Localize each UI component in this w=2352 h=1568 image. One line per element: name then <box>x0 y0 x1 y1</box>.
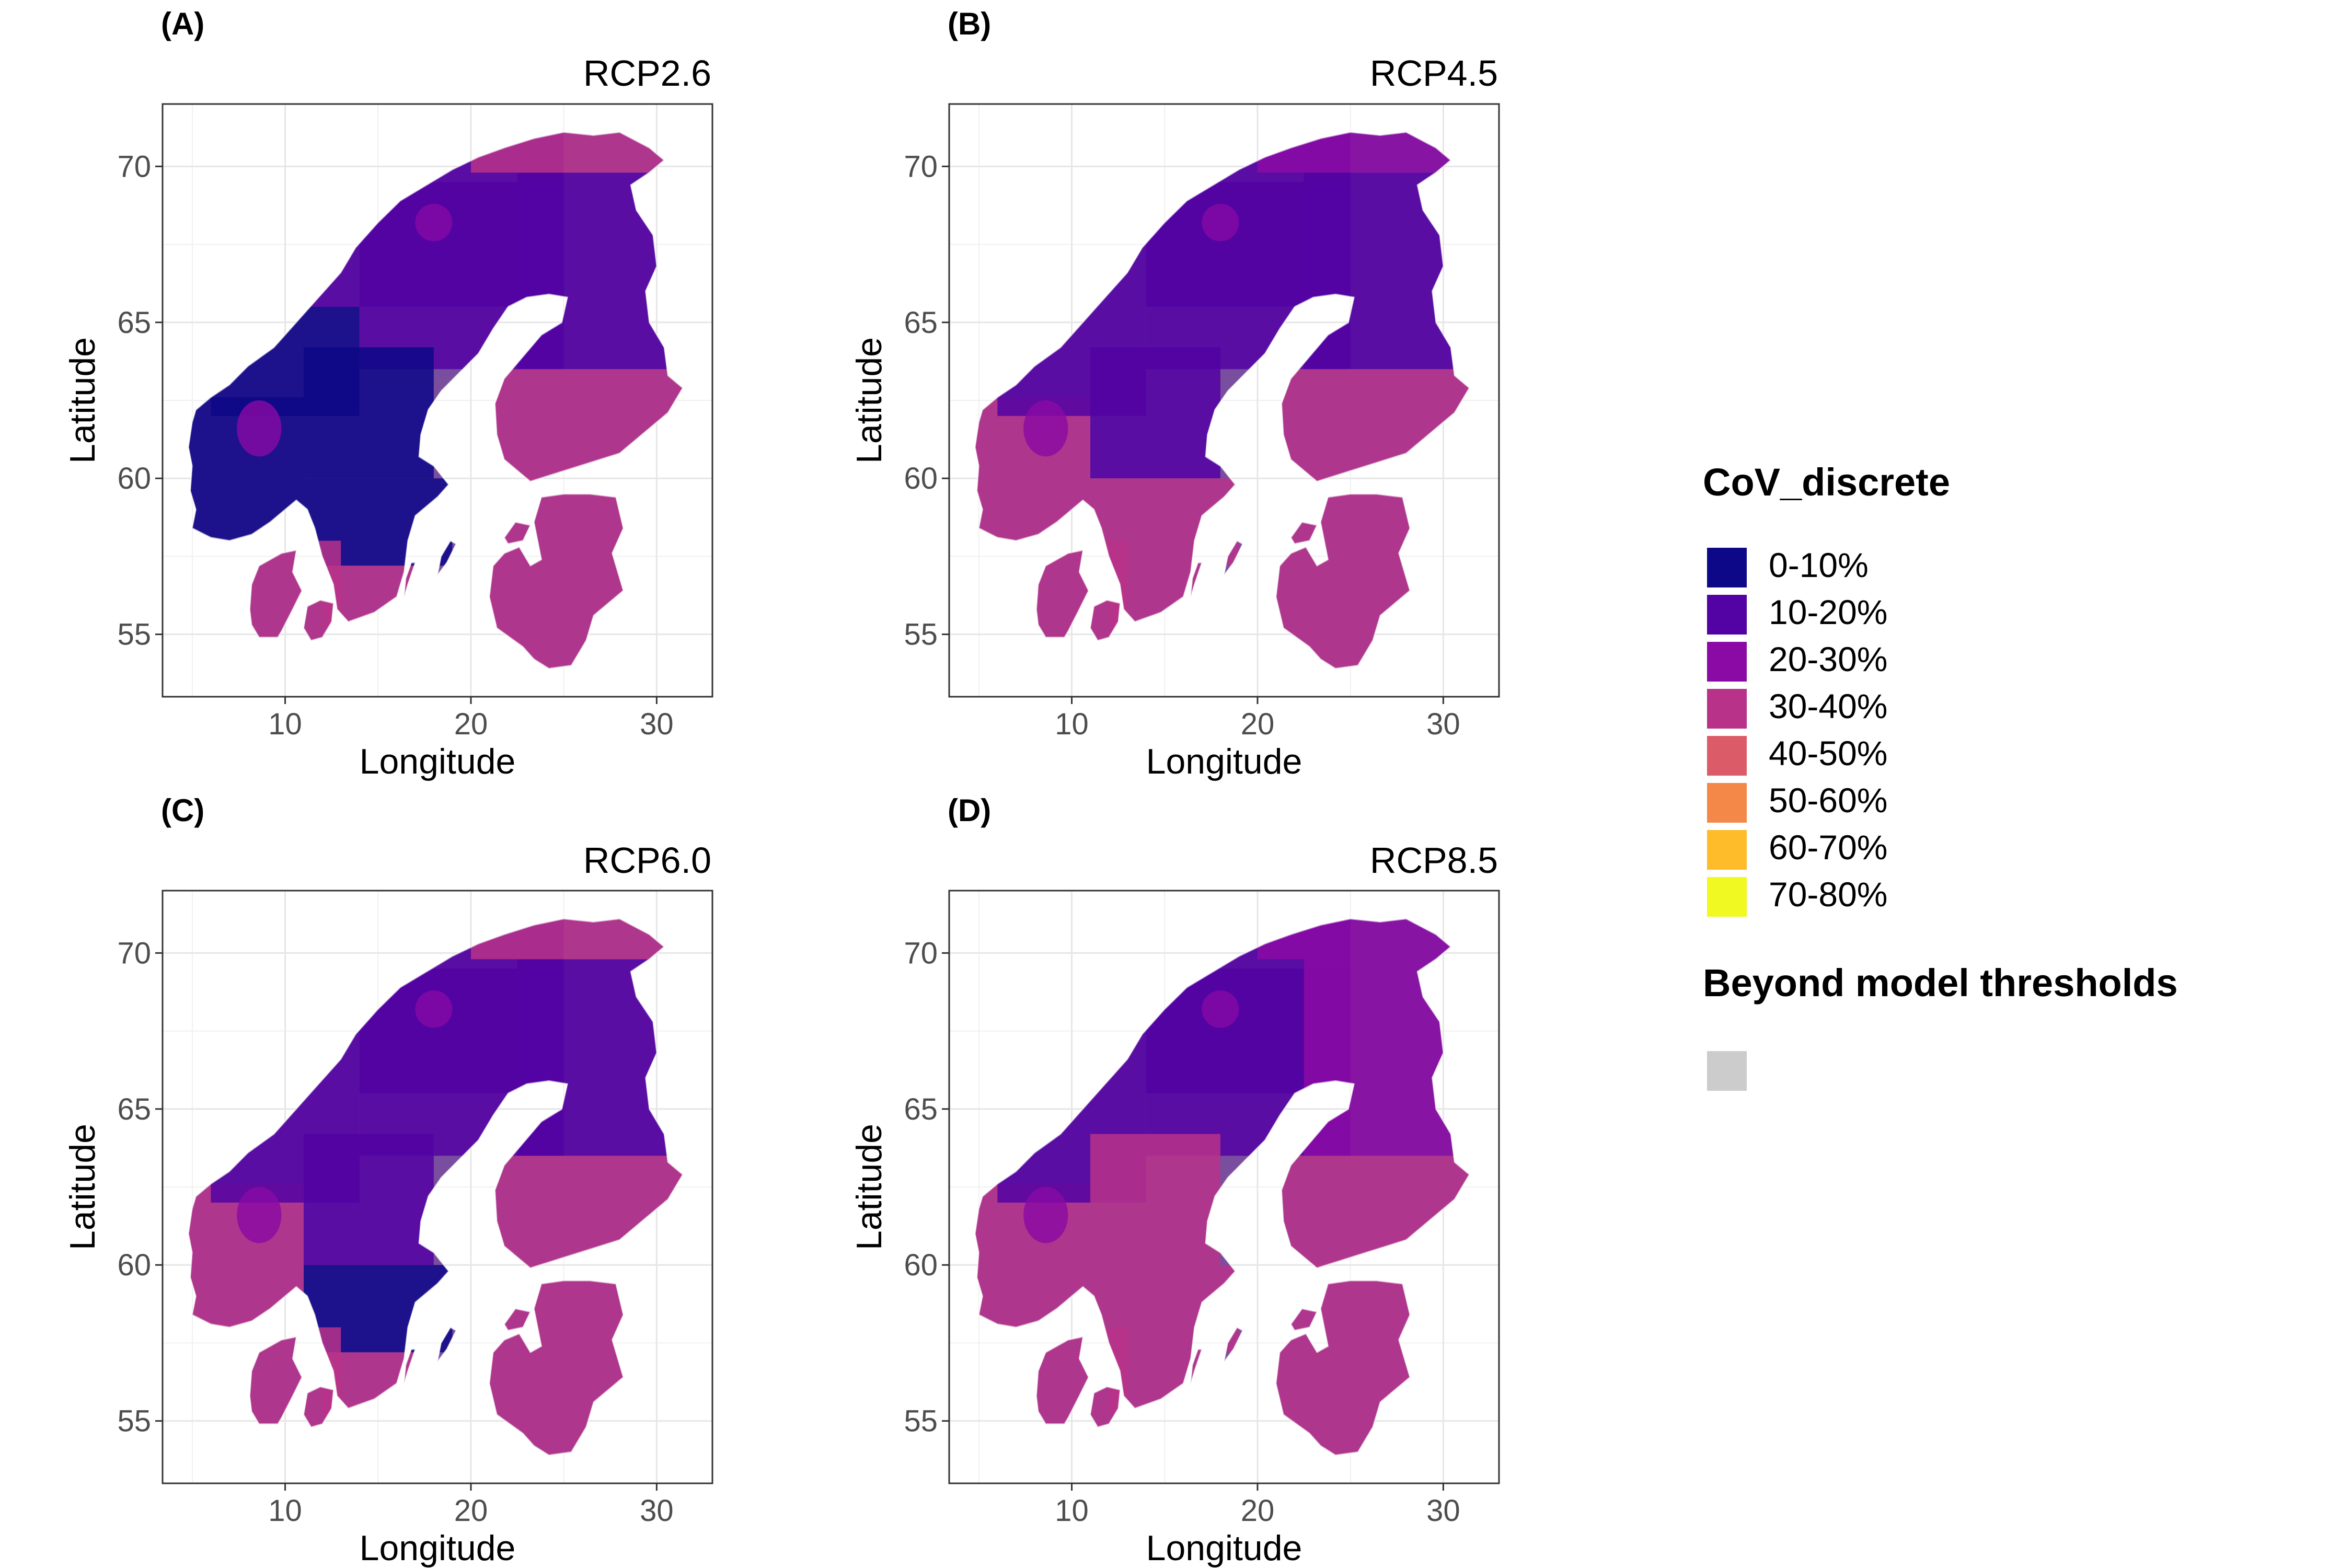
x-tick-label: 10 <box>1055 1494 1089 1528</box>
y-tick-label: 65 <box>904 1092 938 1126</box>
panel-title: RCP8.5 <box>1370 840 1498 881</box>
map-panel-3: (C) RCP6.0 10 20 30 55 60 65 70 Longitude Latitude <box>63 793 713 1568</box>
mountain-patch <box>237 1187 282 1243</box>
legend-key-20-30pct <box>1707 642 1747 682</box>
x-tick-label: 10 <box>268 707 302 741</box>
y-tick-label: 70 <box>117 936 151 970</box>
y-axis-label: Latitude <box>63 337 102 464</box>
y-tick-label: 70 <box>117 149 151 183</box>
x-tick-label: 30 <box>640 707 674 741</box>
x-tick-label: 20 <box>1241 707 1275 741</box>
legend-label: 20-30% <box>1769 640 1888 678</box>
y-tick-label: 55 <box>117 1404 151 1438</box>
legend: CoV_discrete 0-10% 10-20% 20-30% 30-40% 40-5… <box>1703 460 2178 1091</box>
panel-frame <box>162 103 713 698</box>
map-panel-2: (B) RCP4.5 10 20 30 55 60 65 70 Longitude Latitude <box>849 6 1500 781</box>
y-tick-label: 65 <box>117 1092 151 1126</box>
x-axis-label: Longitude <box>1146 742 1302 781</box>
legend-key-70-80pct <box>1707 877 1747 917</box>
panel-tag: (C) <box>161 793 204 828</box>
x-tick-label: 30 <box>640 1494 674 1528</box>
mountain-patch <box>1023 400 1068 457</box>
region-sweden-central <box>1090 347 1220 479</box>
y-tick-label: 60 <box>904 1248 938 1282</box>
x-tick-label: 30 <box>1426 1494 1460 1528</box>
legend-key-40-50pct <box>1707 736 1747 776</box>
y-tick-label: 55 <box>117 618 151 652</box>
y-tick-label: 55 <box>904 1404 938 1438</box>
region-sweden-central <box>304 347 434 479</box>
legend-key-30-40pct <box>1707 689 1747 729</box>
panel-title: RCP2.6 <box>583 53 711 94</box>
region-sweden-central <box>304 1134 434 1265</box>
mountain-patch <box>415 990 453 1028</box>
y-tick-label: 60 <box>904 462 938 495</box>
y-axis-label: Latitude <box>63 1124 102 1250</box>
panel-frame <box>948 890 1500 1484</box>
x-tick-label: 20 <box>454 707 488 741</box>
legend-key-50-60pct <box>1707 783 1747 823</box>
y-axis-label: Latitude <box>849 337 889 464</box>
panel-tag: (B) <box>948 6 991 41</box>
region-sweden-central <box>1090 1134 1220 1265</box>
map-panel-4: (D) RCP8.5 10 20 30 55 60 65 70 Longitude Latitude <box>849 793 1500 1568</box>
legend-na-title: Beyond model thresholds <box>1703 961 2178 1005</box>
legend-label: 50-60% <box>1769 781 1888 820</box>
legend-label: 40-50% <box>1769 734 1888 773</box>
y-tick-label: 60 <box>117 462 151 495</box>
panel-tag: (A) <box>161 6 204 41</box>
mountain-patch <box>415 203 453 241</box>
x-axis-label: Longitude <box>1146 1528 1302 1568</box>
x-tick-label: 20 <box>1241 1494 1275 1528</box>
mountain-patch <box>1202 203 1239 241</box>
x-tick-label: 10 <box>1055 707 1089 741</box>
panel-frame <box>948 103 1500 698</box>
legend-label: 60-70% <box>1769 828 1888 867</box>
mountain-patch <box>1023 1187 1068 1243</box>
x-tick-label: 10 <box>268 1494 302 1528</box>
x-tick-label: 20 <box>454 1494 488 1528</box>
panel-frame <box>162 890 713 1484</box>
mountain-patch <box>237 400 282 457</box>
map-panel-1: (A) RCP2.6 10 20 30 55 60 65 70 Longitude Latitude <box>63 6 713 781</box>
legend-key-10-20pct <box>1707 595 1747 635</box>
panel-title: RCP6.0 <box>583 840 711 881</box>
y-tick-label: 70 <box>904 149 938 183</box>
legend-label: 10-20% <box>1769 593 1888 631</box>
y-tick-label: 55 <box>904 618 938 652</box>
y-tick-label: 60 <box>117 1248 151 1282</box>
legend-title: CoV_discrete <box>1703 460 1950 504</box>
legend-key-60-70pct <box>1707 830 1747 870</box>
y-tick-label: 70 <box>904 936 938 970</box>
legend-key-beyond-thresholds <box>1707 1051 1747 1091</box>
panel-tag: (D) <box>948 793 991 828</box>
mountain-patch <box>1202 990 1239 1028</box>
panel-title: RCP4.5 <box>1370 53 1498 94</box>
legend-label: 0-10% <box>1769 546 1869 584</box>
x-axis-label: Longitude <box>360 742 516 781</box>
legend-key-0-10pct <box>1707 548 1747 587</box>
legend-label: 30-40% <box>1769 687 1888 725</box>
legend-label: 70-80% <box>1769 875 1888 914</box>
y-tick-label: 65 <box>117 306 151 340</box>
y-axis-label: Latitude <box>849 1124 889 1250</box>
x-tick-label: 30 <box>1426 707 1460 741</box>
x-axis-label: Longitude <box>360 1528 516 1568</box>
y-tick-label: 65 <box>904 306 938 340</box>
